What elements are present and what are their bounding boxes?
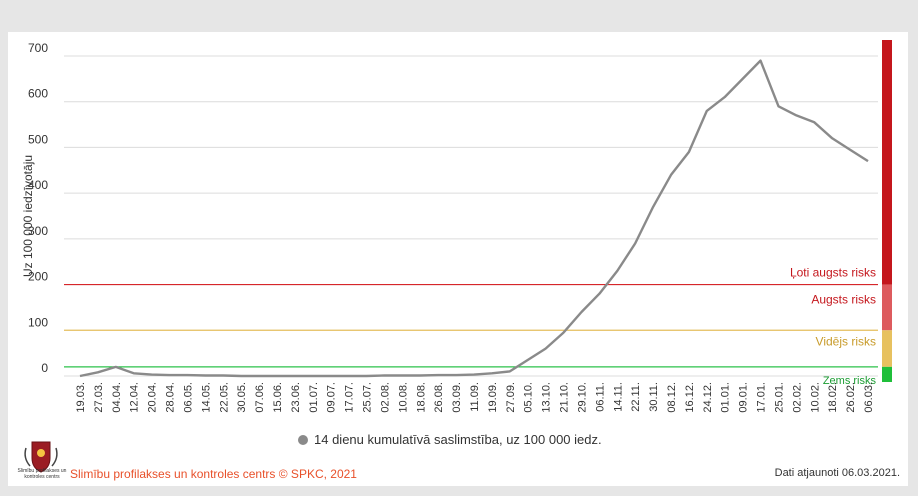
legend-dot [298, 434, 308, 445]
y-axis-label: Uz 100 000 iedzīvotāju [21, 155, 35, 277]
y-tick-label: 100 [28, 315, 48, 329]
x-tick-label: 22.11. [630, 382, 642, 412]
risk-label: Augsts risks [811, 293, 876, 307]
risk-label: Vidējs risks [816, 334, 876, 348]
x-tick-label: 11.09. [469, 382, 481, 412]
y-tick-label: 400 [28, 178, 48, 192]
x-tick-label: 26.08. [433, 382, 445, 413]
x-tick-label: 12.04. [129, 382, 141, 413]
x-tick-label: 15.06. [272, 382, 284, 413]
x-tick-label: 21.10. [559, 382, 571, 413]
x-tick-label: 22.05. [218, 382, 230, 413]
x-tick-label: 29.10. [576, 382, 588, 413]
logo-text: Slimību profilakses un kontroles centrs [17, 468, 67, 480]
y-tick-label: 500 [28, 132, 48, 146]
spkc-logo-icon [24, 441, 58, 473]
x-tick-label: 28.04. [165, 382, 177, 413]
x-tick-label: 02.08. [379, 382, 391, 413]
risk-band [882, 40, 892, 285]
x-tick-label: 23.06. [290, 382, 302, 413]
x-tick-label: 13.10. [541, 382, 553, 413]
x-tick-label: 06.03. [863, 382, 875, 413]
risk-band [882, 366, 892, 382]
x-tick-label: 16.12. [684, 382, 696, 413]
risk-label: Ļoti augsts risks [790, 266, 876, 280]
x-tick-label: 01.07. [308, 382, 320, 413]
x-tick-label: 18.02. [827, 382, 839, 413]
risk-label: Zems risks [823, 375, 877, 387]
legend-label: 14 dienu kumulatīvā saslimstība, uz 100 … [314, 432, 602, 447]
x-tick-label: 09.07. [326, 382, 338, 413]
x-tick-label: 25.01. [773, 382, 785, 413]
x-tick-label: 20.04. [147, 382, 159, 413]
x-tick-label: 04.04. [111, 382, 123, 413]
footer-updated: Dati atjaunoti 06.03.2021. [774, 467, 900, 479]
x-tick-label: 27.09. [505, 382, 517, 413]
x-tick-label: 25.07. [362, 382, 374, 413]
chart-card [8, 32, 908, 486]
x-tick-label: 14.05. [200, 382, 212, 413]
x-tick-label: 17.07. [344, 382, 356, 413]
x-tick-label: 24.12. [702, 382, 714, 413]
y-tick-label: 0 [41, 361, 48, 375]
x-tick-label: 06.11. [594, 382, 606, 412]
x-tick-label: 26.02. [845, 382, 857, 413]
x-tick-label: 06.05. [182, 382, 194, 413]
x-tick-label: 05.10. [523, 382, 535, 413]
x-tick-label: 30.05. [236, 382, 248, 413]
y-tick-label: 200 [28, 270, 48, 284]
x-tick-label: 19.03. [75, 382, 87, 413]
y-tick-label: 700 [28, 41, 48, 55]
x-tick-label: 10.08. [397, 382, 409, 413]
series-line [79, 59, 869, 378]
x-tick-label: 17.01. [756, 382, 768, 413]
y-tick-label: 300 [28, 224, 48, 238]
x-tick-label: 18.08. [415, 382, 427, 413]
y-tick-label: 600 [28, 87, 48, 101]
x-tick-label: 03.09. [451, 382, 463, 413]
x-tick-label: 01.01. [720, 382, 732, 413]
x-tick-label: 09.01. [738, 382, 750, 413]
x-tick-label: 30.11. [648, 382, 660, 412]
x-tick-label: 07.06. [254, 382, 266, 413]
x-tick-label: 02.02. [791, 382, 803, 413]
x-tick-label: 14.11. [612, 382, 624, 412]
x-tick-label: 08.12. [666, 382, 678, 413]
x-tick-label: 27.03. [93, 382, 105, 413]
risk-band [882, 330, 892, 367]
x-tick-label: 19.09. [487, 382, 499, 413]
footer-source: Slimību profilakses un kontroles centrs … [70, 467, 357, 481]
risk-band [882, 284, 892, 331]
x-tick-label: 10.02. [809, 382, 821, 413]
legend: 14 dienu kumulatīvā saslimstība, uz 100 … [298, 432, 602, 447]
